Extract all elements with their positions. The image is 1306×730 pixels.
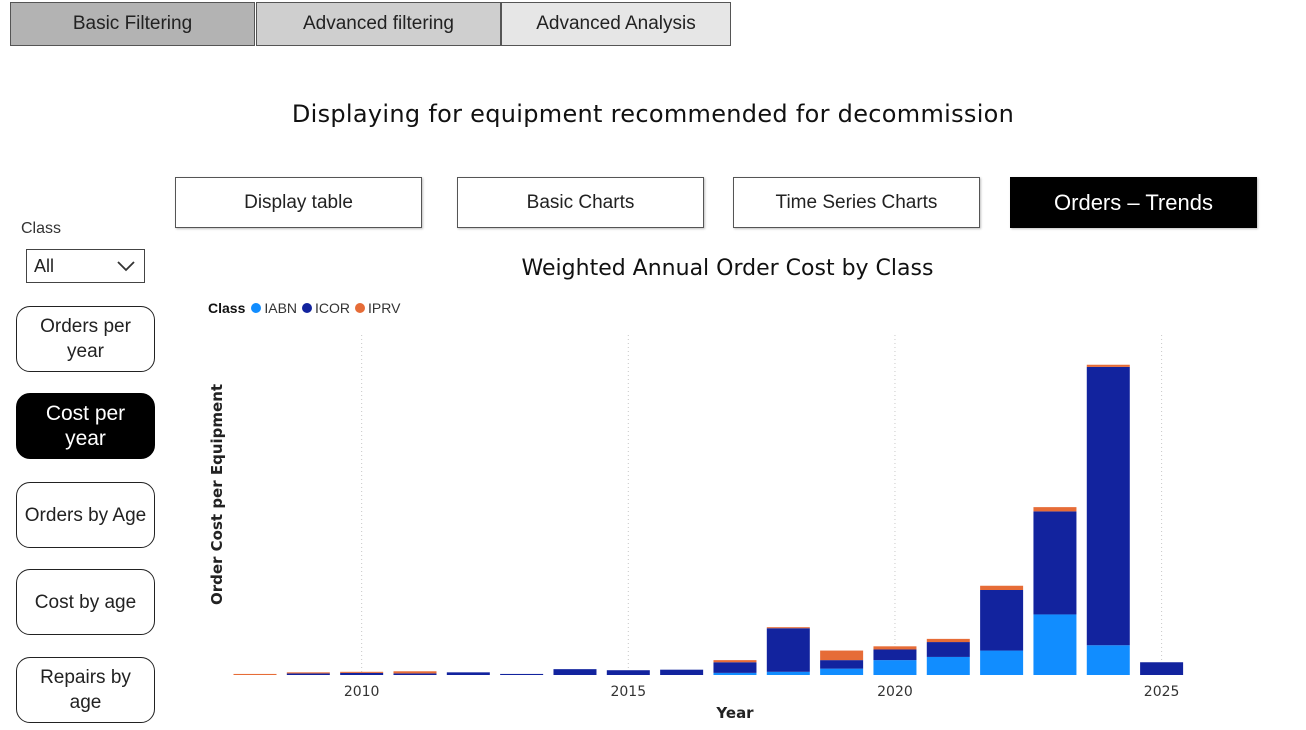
x-tick-label: 2020 — [877, 684, 913, 700]
bar-iprv-2022[interactable] — [980, 585, 1024, 590]
legend-label-icor: ICOR — [315, 300, 351, 316]
bar-iprv-2018[interactable] — [766, 627, 810, 629]
chevron-down-icon — [117, 261, 135, 272]
basic-charts-button[interactable]: Basic Charts — [457, 177, 704, 228]
legend-dot-iabn — [251, 303, 262, 313]
bar-icor-2020[interactable] — [873, 649, 917, 661]
bar-icor-2013[interactable] — [500, 673, 544, 675]
bar-icor-2022[interactable] — [980, 590, 1024, 651]
repairs-by-age-button[interactable]: Repairs by age — [16, 657, 155, 723]
bar-icor-2011[interactable] — [393, 673, 437, 675]
bar-iprv-2019[interactable] — [820, 650, 864, 661]
bar-iabn-2024[interactable] — [1086, 645, 1130, 675]
chart-legend: Class IABN ICOR IPRV — [208, 300, 405, 316]
bar-iprv-2008[interactable] — [233, 673, 277, 675]
class-dropdown[interactable]: All — [26, 249, 145, 283]
y-axis-label: Order Cost per Equipment — [208, 383, 226, 605]
class-filter-label: Class — [21, 220, 62, 237]
bar-iabn-2019[interactable] — [820, 668, 864, 675]
tab-advanced-analysis[interactable]: Advanced Analysis — [501, 2, 731, 46]
page-title: Displaying for equipment recommended for… — [291, 100, 1015, 128]
bar-icor-2024[interactable] — [1086, 366, 1130, 646]
bar-iabn-2020[interactable] — [873, 660, 917, 675]
tab-basic-filtering[interactable]: Basic Filtering — [10, 2, 255, 46]
bar-icor-2021[interactable] — [926, 642, 970, 657]
bar-icor-2009[interactable] — [286, 673, 330, 675]
tab-advanced-filtering[interactable]: Advanced filtering — [256, 2, 501, 46]
legend-label-iprv: IPRV — [368, 300, 401, 316]
bar-iabn-2021[interactable] — [926, 656, 970, 675]
bar-icor-2016[interactable] — [660, 669, 704, 675]
bar-iprv-2024[interactable] — [1086, 364, 1130, 367]
bar-icor-2017[interactable] — [713, 662, 757, 673]
bar-icor-2023[interactable] — [1033, 511, 1077, 615]
x-tick-label: 2015 — [610, 684, 646, 700]
bar-iprv-2010[interactable] — [340, 671, 384, 673]
bar-icor-2019[interactable] — [820, 660, 864, 669]
x-axis-label: Year — [716, 704, 754, 722]
bar-iprv-2023[interactable] — [1033, 507, 1077, 512]
bar-icor-2025[interactable] — [1140, 662, 1184, 675]
legend-item-iprv[interactable]: IPRV — [355, 300, 400, 316]
bar-iprv-2021[interactable] — [926, 638, 970, 643]
order-cost-chart: 2010 2015 2020 2025 — [233, 335, 1184, 700]
legend-item-iabn[interactable]: IABN — [251, 300, 297, 316]
legend-dot-icor — [302, 303, 313, 313]
class-dropdown-value: All — [34, 255, 55, 276]
legend-title: Class — [208, 300, 246, 316]
bar-icor-2010[interactable] — [340, 672, 384, 675]
x-tick-label: 2010 — [344, 684, 380, 700]
legend-label-iabn: IABN — [264, 300, 298, 316]
bar-iprv-2020[interactable] — [873, 646, 917, 650]
bar-iabn-2023[interactable] — [1033, 614, 1077, 675]
bar-icor-2014[interactable] — [553, 669, 597, 675]
bar-icor-2015[interactable] — [606, 670, 650, 675]
bar-iprv-2017[interactable] — [713, 660, 757, 663]
bar-iabn-2017[interactable] — [713, 672, 757, 675]
bar-iabn-2022[interactable] — [980, 650, 1024, 675]
bar-icor-2018[interactable] — [766, 628, 810, 672]
orders-by-age-button[interactable]: Orders by Age — [16, 482, 155, 548]
chart-title: Weighted Annual Order Cost by Class — [521, 256, 934, 281]
display-table-button[interactable]: Display table — [175, 177, 422, 228]
x-tick-label: 2025 — [1144, 684, 1180, 700]
orders-per-year-button[interactable]: Orders per year — [16, 306, 155, 372]
bar-iprv-2009[interactable] — [286, 672, 330, 674]
orders-trends-button[interactable]: Orders – Trends — [1010, 177, 1257, 228]
bar-icor-2012[interactable] — [446, 672, 490, 675]
cost-per-year-button[interactable]: Cost per year — [16, 393, 155, 459]
legend-item-icor[interactable]: ICOR — [302, 300, 350, 316]
legend-dot-iprv — [355, 303, 366, 313]
cost-by-age-button[interactable]: Cost by age — [16, 569, 155, 635]
bar-iprv-2011[interactable] — [393, 671, 437, 674]
bar-iabn-2018[interactable] — [766, 671, 810, 675]
time-series-charts-button[interactable]: Time Series Charts — [733, 177, 980, 228]
